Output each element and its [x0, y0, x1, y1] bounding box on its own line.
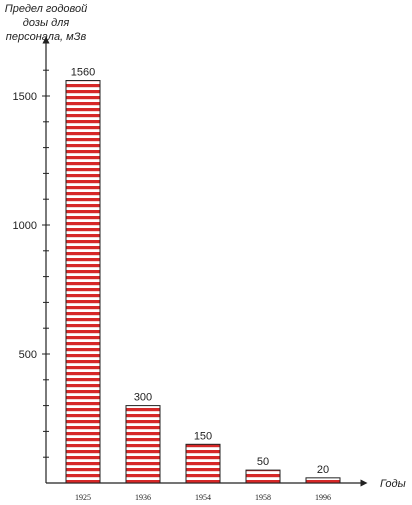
value-label-1996: 20 [317, 464, 329, 476]
y-axis-label-line-2: дозы для [22, 17, 70, 29]
value-label-1958: 50 [257, 456, 269, 468]
bar-1996 [305, 477, 341, 484]
bar-1954 [185, 443, 221, 484]
x-tick-label-1996: 1996 [315, 493, 331, 502]
value-label-1925: 1560 [71, 67, 95, 79]
y-tick-label-500: 500 [19, 349, 37, 361]
bar-1936 [125, 405, 161, 484]
y-tick-label-1000: 1000 [13, 220, 37, 232]
bar-1925 [65, 80, 101, 484]
value-label-1954: 150 [194, 430, 212, 442]
y-axis-label-line-1: Предел годовой [4, 3, 88, 15]
x-axis-label: Годы [380, 478, 406, 490]
x-tick-label-1925: 1925 [75, 493, 91, 502]
value-label-1936: 300 [134, 392, 152, 404]
x-tick-label-1936: 1936 [135, 493, 151, 502]
x-tick-label-1958: 1958 [255, 493, 271, 502]
bar-1958 [245, 469, 281, 484]
y-tick-label-1500: 1500 [13, 91, 37, 103]
x-tick-label-1954: 1954 [195, 493, 211, 502]
